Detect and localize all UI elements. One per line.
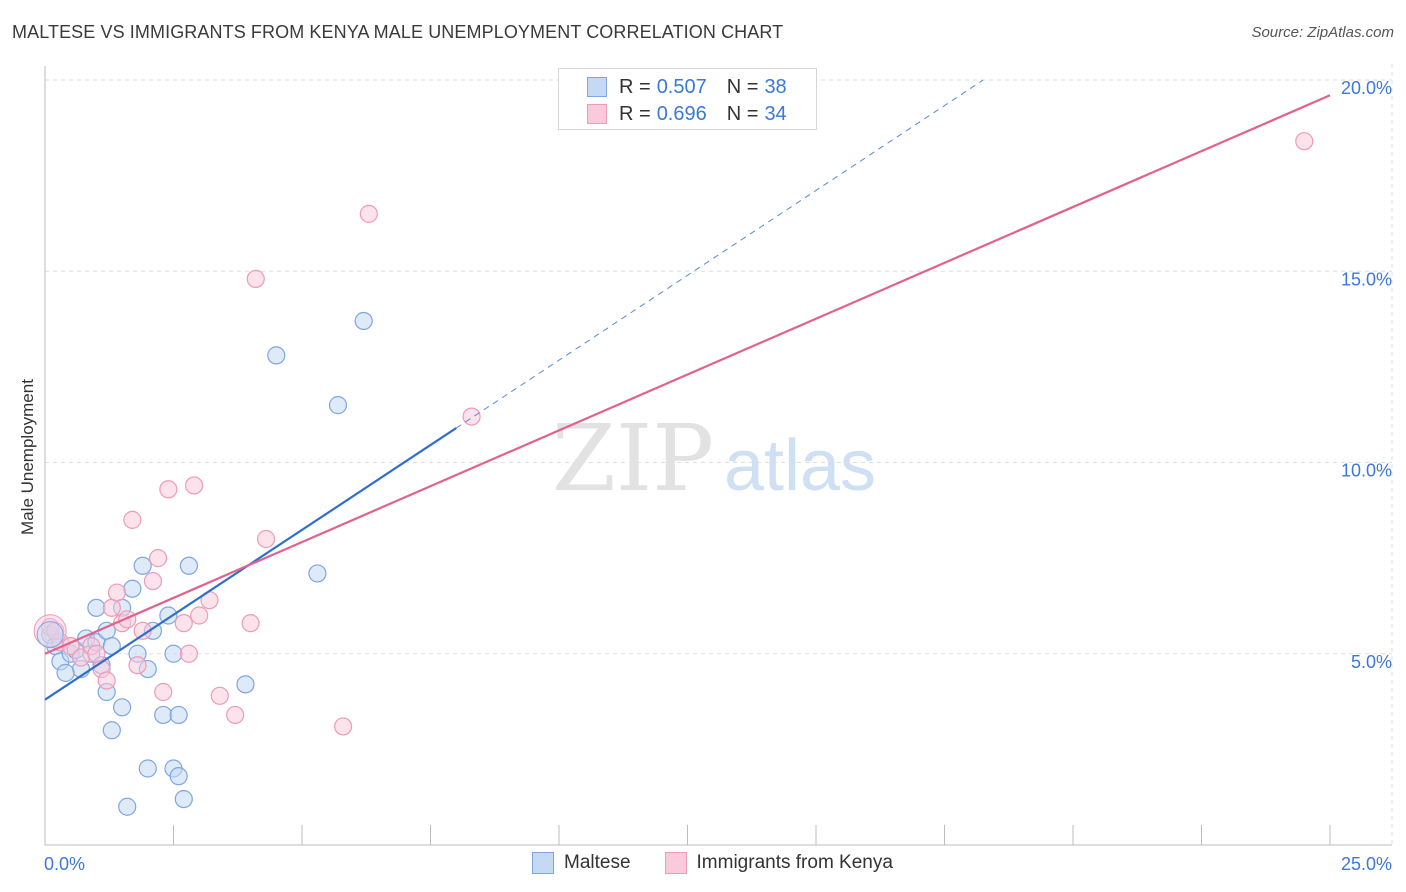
kenya-point: [123, 510, 142, 529]
y-tick-label: 15.0%: [1341, 269, 1392, 289]
maltese-point: [169, 705, 188, 725]
series-swatch-kenya: [664, 852, 687, 874]
legend-r-value: 0.696: [656, 102, 707, 125]
maltese-point: [169, 767, 188, 786]
kenya-trend-line: [44, 94, 1331, 655]
stats-legend: R = 0.507 N = 38 R = 0.696 N = 34: [558, 68, 817, 130]
maltese-point: [308, 564, 327, 583]
kenya-point: [1295, 132, 1314, 151]
y-tick-label: 10.0%: [1341, 461, 1392, 481]
maltese-point: [123, 579, 142, 598]
watermark-zip: ZIP: [552, 405, 714, 512]
kenya-point: [118, 610, 137, 629]
legend-n-value: 34: [764, 102, 787, 125]
legend-swatch-maltese: [587, 77, 607, 97]
maltese-trend-extension: [455, 79, 984, 429]
chart-source: Source: ZipAtlas.com: [1251, 24, 1394, 41]
series-legend-maltese: Maltese: [532, 852, 631, 874]
kenya-point: [102, 598, 121, 617]
maltese-point: [112, 698, 132, 717]
legend-r-label: R =: [619, 75, 651, 98]
legend-swatch-kenya: [587, 104, 607, 124]
kenya-point: [154, 682, 173, 702]
kenya-point: [97, 671, 116, 690]
maltese-point: [154, 705, 173, 725]
legend-n-label: N =: [726, 75, 759, 98]
watermark-atlas: atlas: [724, 426, 876, 506]
kenya-point: [128, 656, 147, 675]
kenya-point: [174, 614, 193, 633]
kenya-point: [159, 480, 178, 499]
kenya-point: [143, 571, 163, 591]
kenya-cluster-point: [33, 614, 67, 648]
maltese-point: [354, 311, 373, 331]
maltese-point: [138, 759, 157, 778]
kenya-point: [148, 549, 168, 568]
kenya-point: [210, 686, 229, 705]
maltese-point: [118, 797, 137, 816]
legend-r-value: 0.507: [656, 75, 707, 98]
series-legend: Maltese Immigrants from Kenya: [532, 852, 927, 874]
maltese-point: [179, 556, 199, 575]
kenya-point: [184, 476, 204, 495]
maltese-cluster-point: [36, 621, 64, 649]
maltese-point: [174, 789, 193, 809]
kenya-point: [226, 705, 245, 725]
maltese-point: [164, 644, 183, 663]
maltese-point: [133, 556, 152, 575]
maltese-point: [87, 598, 106, 617]
maltese-point: [102, 721, 121, 740]
kenya-point: [334, 717, 353, 736]
kenya-point: [256, 529, 276, 549]
kenya-point: [462, 407, 481, 426]
maltese-point: [56, 663, 75, 682]
x-tick-label: 25.0%: [1341, 854, 1392, 874]
maltese-point: [236, 675, 255, 694]
maltese-point: [267, 346, 286, 365]
legend-n-value: 38: [764, 75, 787, 98]
x-tick-label: 0.0%: [44, 854, 85, 874]
kenya-point: [241, 614, 260, 633]
y-tick-label: 5.0%: [1351, 652, 1392, 672]
maltese-point: [328, 396, 348, 415]
kenya-point: [246, 269, 265, 288]
legend-r-label: R =: [619, 102, 651, 125]
series-swatch-maltese: [532, 852, 554, 874]
kenya-point: [107, 583, 127, 602]
legend-row-maltese: R = 0.507 N = 38: [587, 74, 787, 100]
chart-title: MALTESE VS IMMIGRANTS FROM KENYA MALE UN…: [12, 22, 784, 42]
kenya-point: [190, 606, 209, 625]
kenya-point: [359, 204, 378, 223]
y-tick-label: 20.0%: [1341, 78, 1392, 98]
kenya-point: [179, 644, 199, 663]
legend-n-label: N =: [726, 102, 759, 125]
kenya-point: [87, 644, 106, 663]
series-legend-kenya: Immigrants from Kenya: [664, 852, 893, 874]
legend-row-kenya: R = 0.696 N = 34: [587, 101, 787, 127]
series-name-maltese: Maltese: [564, 852, 631, 873]
series-name-kenya: Immigrants from Kenya: [696, 852, 893, 873]
